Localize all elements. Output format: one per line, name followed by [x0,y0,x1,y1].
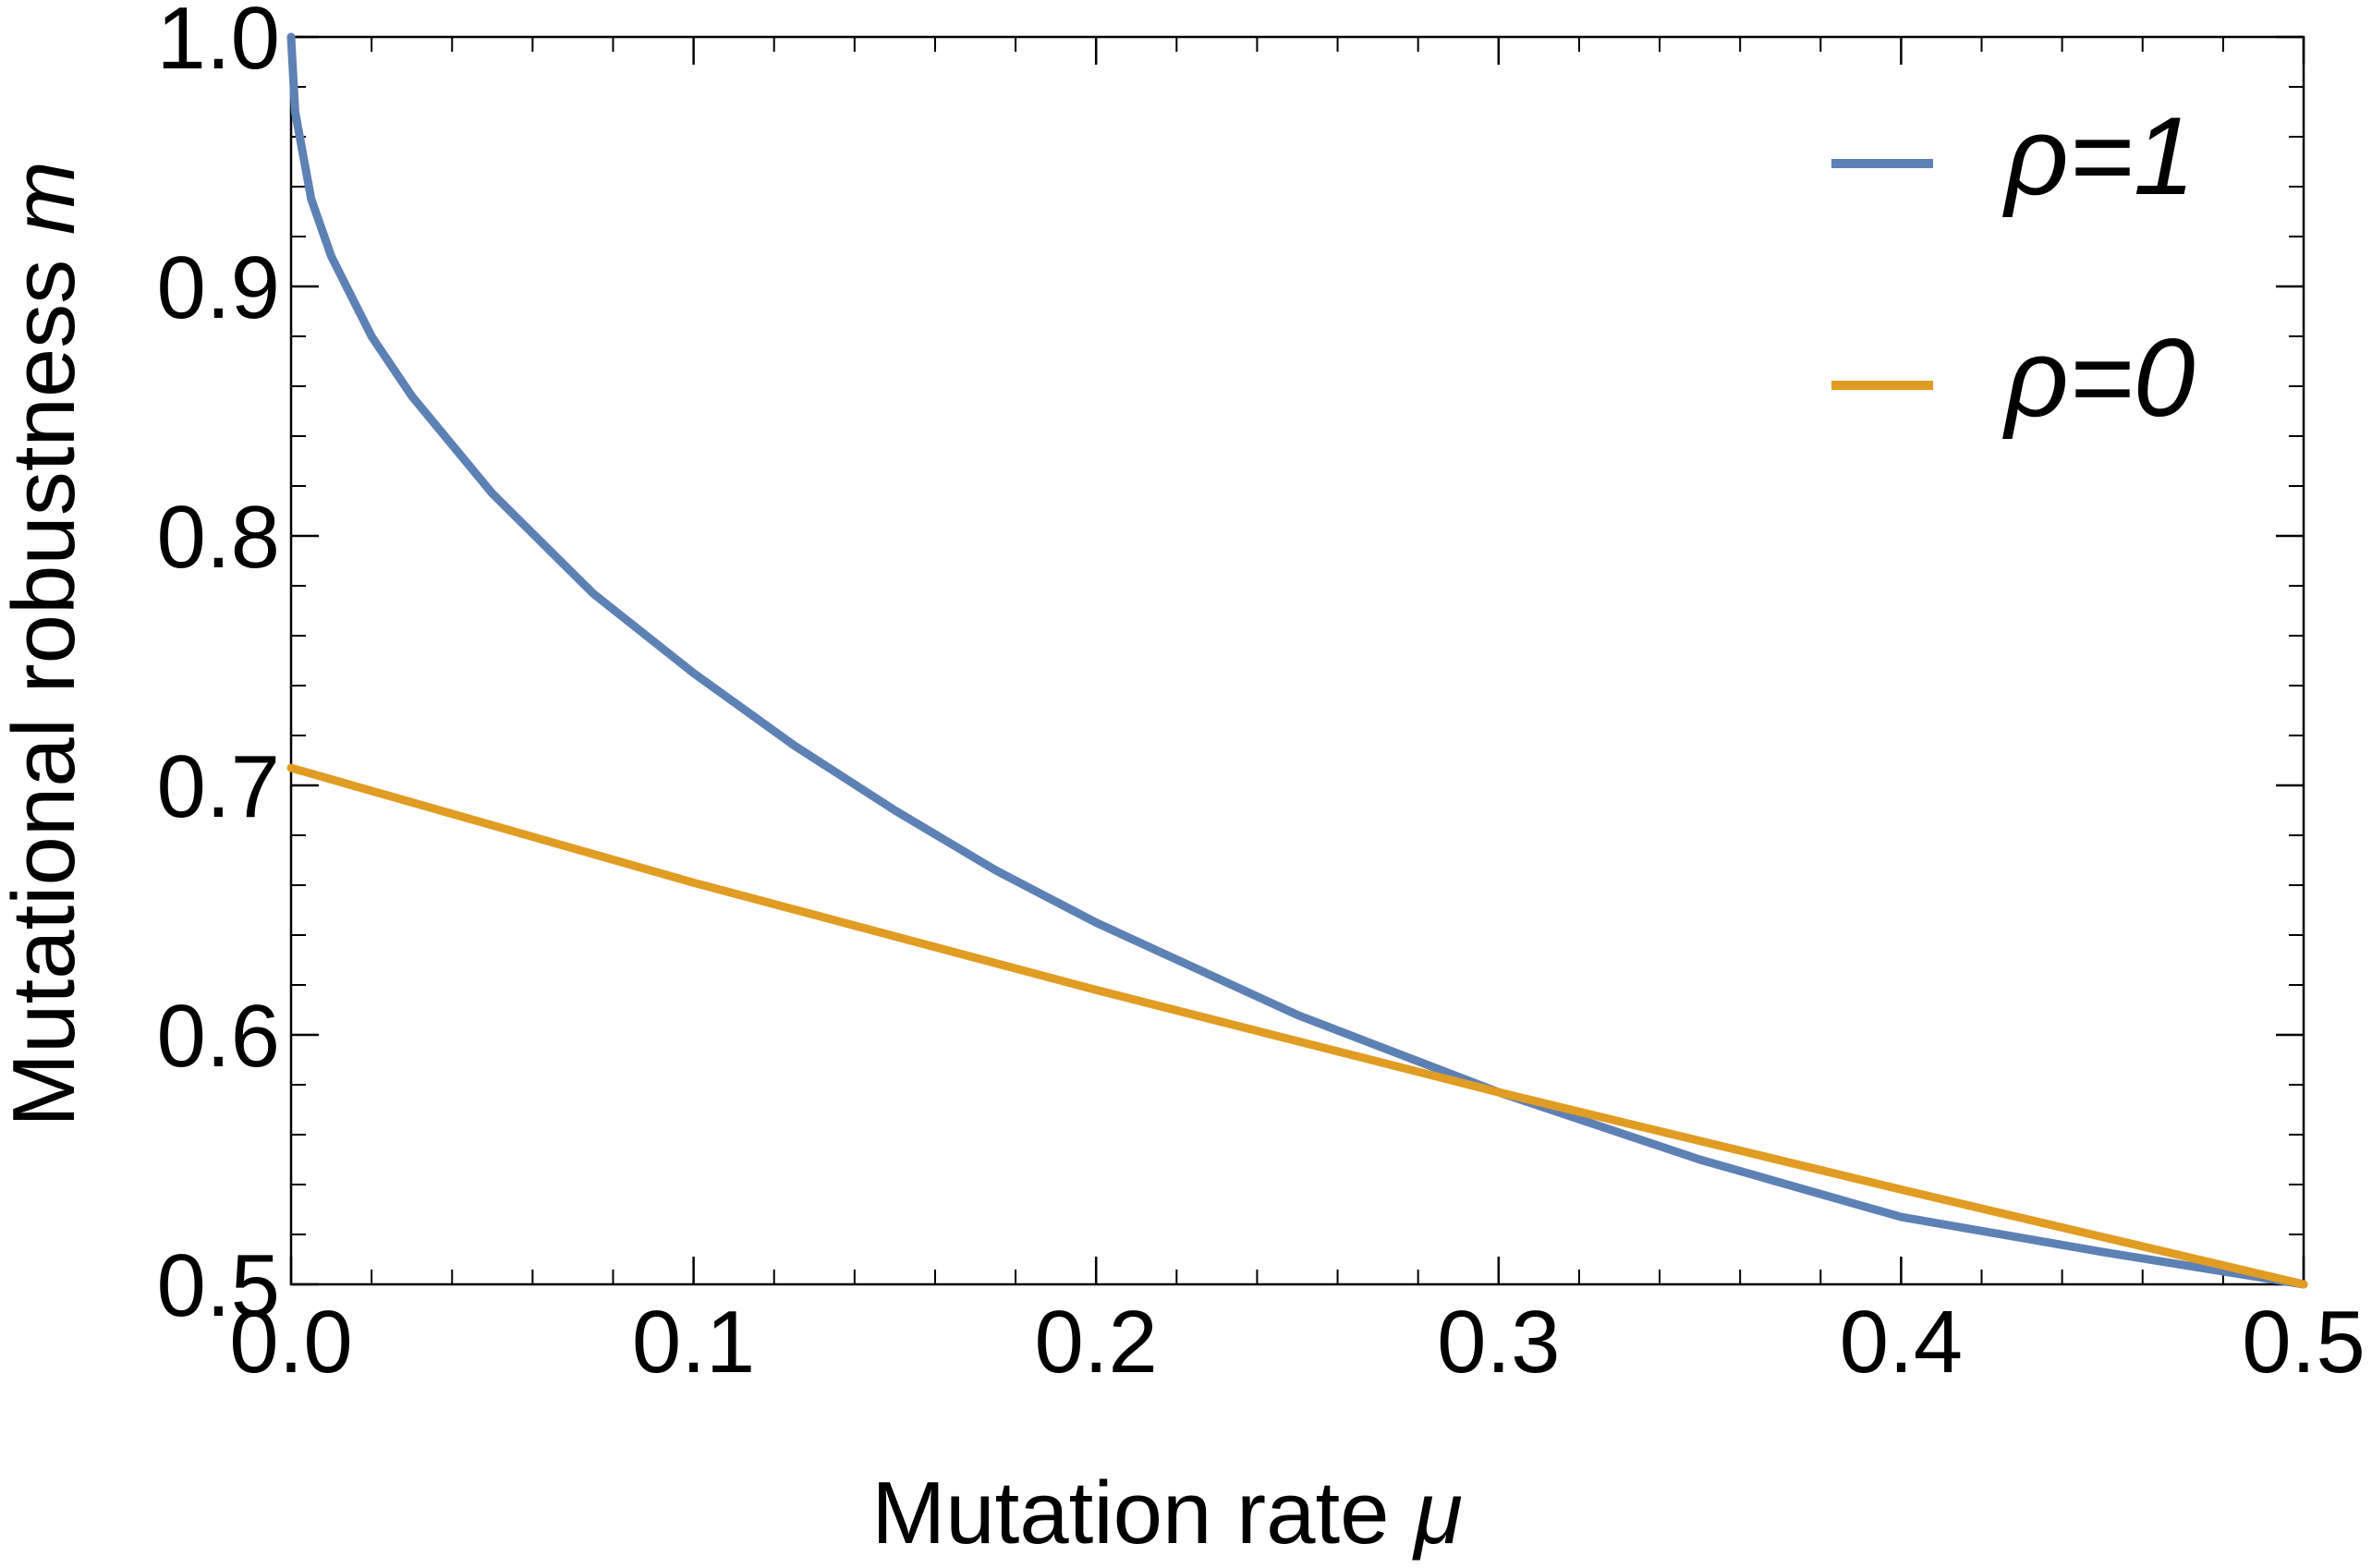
x-tick-label: 0.1 [632,1293,755,1392]
legend-label-rho-0: ρ=0 [2002,316,2196,440]
x-tick-labels: 0.0 0.1 0.2 0.3 0.4 0.5 [229,1293,2365,1392]
legend-label-rho-1: ρ=1 [2002,94,2196,218]
y-tick-label: 0.6 [157,987,280,1086]
y-tick-label: 0.8 [157,488,280,587]
x-axis-symbol: μ [1411,1464,1463,1562]
y-tick-label: 0.7 [157,737,280,836]
y-tick-labels: 0.5 0.6 0.7 0.8 0.9 1.0 [157,0,280,1335]
x-tick-label: 0.4 [1840,1293,1963,1392]
y-axis-symbol: m [0,161,93,235]
series-lines [286,32,2308,1289]
plot-frame [289,35,2305,1286]
y-axis-label-text: Mutational robustness [0,260,93,1127]
x-tick-label: 0.3 [1437,1293,1560,1392]
minor-ticks [291,37,2304,1284]
y-tick-label: 0.9 [157,238,280,337]
y-axis-label: Mutational robustness m [0,161,93,1127]
series-line-rho-0 [286,763,2308,1289]
y-tick-label: 1.0 [157,0,280,88]
y-tick-label: 0.5 [157,1236,280,1335]
x-tick-label: 0.2 [1034,1293,1157,1392]
legend: ρ=1 ρ=0 [1831,94,2196,440]
major-ticks [289,35,2305,1286]
x-axis-label: Mutation rate μ [871,1464,1463,1562]
x-axis-label-text: Mutation rate [871,1464,1389,1562]
series-line-rho-1 [286,32,2308,1289]
x-tick-label: 0.5 [2242,1293,2365,1392]
x-tick-label: 0.0 [229,1293,352,1392]
